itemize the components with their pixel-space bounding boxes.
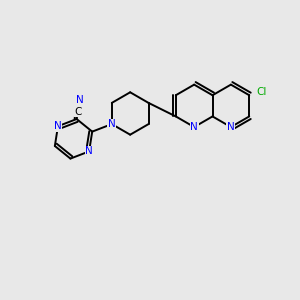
Text: N: N [85,146,93,156]
Text: N: N [76,95,83,105]
Text: N: N [108,119,116,129]
Text: Cl: Cl [256,87,267,97]
Text: C: C [74,107,82,117]
Text: N: N [54,121,62,131]
Text: N: N [190,122,198,132]
Text: N: N [227,122,235,132]
